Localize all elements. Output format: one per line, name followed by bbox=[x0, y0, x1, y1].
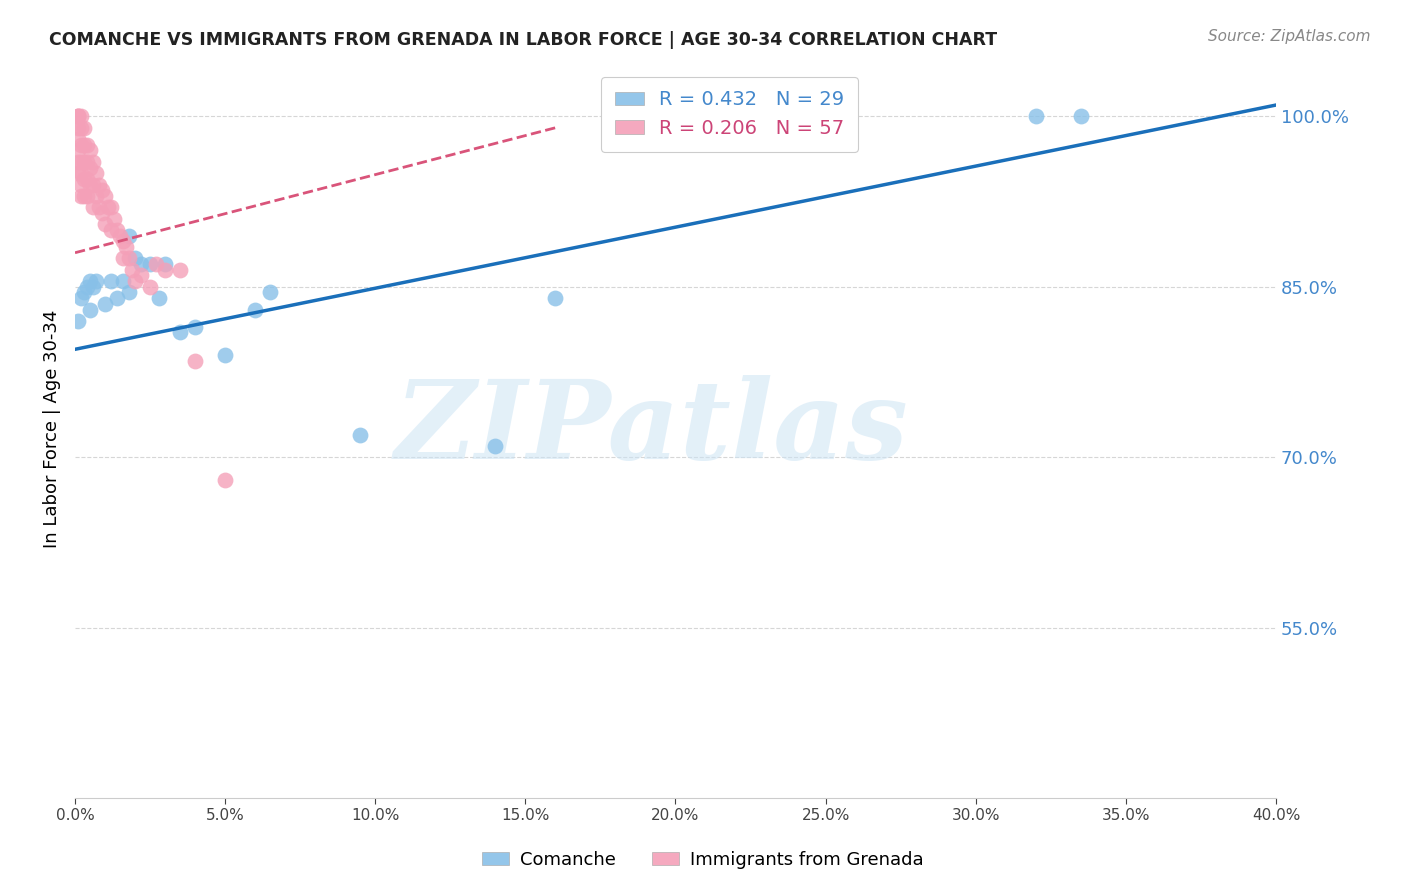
Point bbox=[105, 223, 128, 237]
Point bbox=[66, 120, 89, 135]
Point bbox=[73, 189, 96, 203]
Point bbox=[70, 137, 93, 152]
Point bbox=[79, 302, 101, 317]
Point bbox=[124, 274, 146, 288]
Point bbox=[145, 257, 167, 271]
Point bbox=[1025, 109, 1047, 123]
Point bbox=[70, 189, 93, 203]
Point bbox=[118, 252, 141, 266]
Point bbox=[97, 200, 120, 214]
Point bbox=[70, 178, 93, 192]
Point bbox=[484, 439, 506, 453]
Point bbox=[87, 178, 110, 192]
Point bbox=[214, 473, 236, 487]
Point bbox=[79, 144, 101, 158]
Point bbox=[70, 291, 93, 305]
Point bbox=[73, 120, 96, 135]
Point bbox=[91, 183, 114, 197]
Text: ZIPatlas: ZIPatlas bbox=[395, 375, 908, 483]
Point bbox=[76, 154, 98, 169]
Point bbox=[214, 348, 236, 362]
Y-axis label: In Labor Force | Age 30-34: In Labor Force | Age 30-34 bbox=[44, 310, 60, 548]
Point bbox=[124, 252, 146, 266]
Point bbox=[139, 257, 162, 271]
Point bbox=[70, 109, 93, 123]
Point bbox=[100, 274, 122, 288]
Point bbox=[87, 200, 110, 214]
Point bbox=[184, 353, 207, 368]
Point bbox=[94, 297, 117, 311]
Text: Source: ZipAtlas.com: Source: ZipAtlas.com bbox=[1208, 29, 1371, 44]
Point bbox=[1070, 109, 1092, 123]
Point bbox=[118, 285, 141, 300]
Point bbox=[544, 291, 567, 305]
Point bbox=[66, 132, 89, 146]
Point bbox=[112, 235, 135, 249]
Point bbox=[169, 325, 191, 339]
Point bbox=[73, 154, 96, 169]
Legend: R = 0.432   N = 29, R = 0.206   N = 57: R = 0.432 N = 29, R = 0.206 N = 57 bbox=[602, 77, 858, 152]
Point bbox=[76, 172, 98, 186]
Point bbox=[82, 178, 104, 192]
Point bbox=[79, 274, 101, 288]
Point bbox=[66, 154, 89, 169]
Point bbox=[118, 228, 141, 243]
Point bbox=[66, 144, 89, 158]
Point bbox=[108, 228, 131, 243]
Point bbox=[94, 217, 117, 231]
Point bbox=[76, 280, 98, 294]
Point bbox=[139, 280, 162, 294]
Point bbox=[66, 109, 89, 123]
Point bbox=[84, 189, 107, 203]
Point bbox=[82, 154, 104, 169]
Point bbox=[73, 137, 96, 152]
Point bbox=[105, 291, 128, 305]
Point bbox=[82, 200, 104, 214]
Point bbox=[112, 252, 135, 266]
Point bbox=[115, 240, 138, 254]
Point bbox=[103, 211, 125, 226]
Point bbox=[129, 257, 152, 271]
Point bbox=[70, 120, 93, 135]
Point bbox=[76, 189, 98, 203]
Point bbox=[100, 200, 122, 214]
Point bbox=[66, 166, 89, 180]
Point bbox=[76, 137, 98, 152]
Point bbox=[94, 189, 117, 203]
Point bbox=[184, 319, 207, 334]
Point bbox=[79, 161, 101, 175]
Point bbox=[259, 285, 281, 300]
Point bbox=[66, 109, 89, 123]
Point bbox=[153, 262, 176, 277]
Point bbox=[169, 262, 191, 277]
Point bbox=[70, 166, 93, 180]
Point bbox=[73, 172, 96, 186]
Point bbox=[129, 268, 152, 283]
Point bbox=[243, 302, 266, 317]
Point bbox=[349, 427, 371, 442]
Point bbox=[79, 178, 101, 192]
Point bbox=[73, 285, 96, 300]
Legend: Comanche, Immigrants from Grenada: Comanche, Immigrants from Grenada bbox=[475, 844, 931, 876]
Text: COMANCHE VS IMMIGRANTS FROM GRENADA IN LABOR FORCE | AGE 30-34 CORRELATION CHART: COMANCHE VS IMMIGRANTS FROM GRENADA IN L… bbox=[49, 31, 997, 49]
Point bbox=[91, 206, 114, 220]
Point bbox=[112, 274, 135, 288]
Point bbox=[121, 262, 143, 277]
Point bbox=[66, 109, 89, 123]
Point bbox=[84, 274, 107, 288]
Point bbox=[84, 166, 107, 180]
Point bbox=[148, 291, 170, 305]
Point bbox=[82, 280, 104, 294]
Point bbox=[70, 154, 93, 169]
Point bbox=[66, 314, 89, 328]
Point bbox=[100, 223, 122, 237]
Point bbox=[153, 257, 176, 271]
